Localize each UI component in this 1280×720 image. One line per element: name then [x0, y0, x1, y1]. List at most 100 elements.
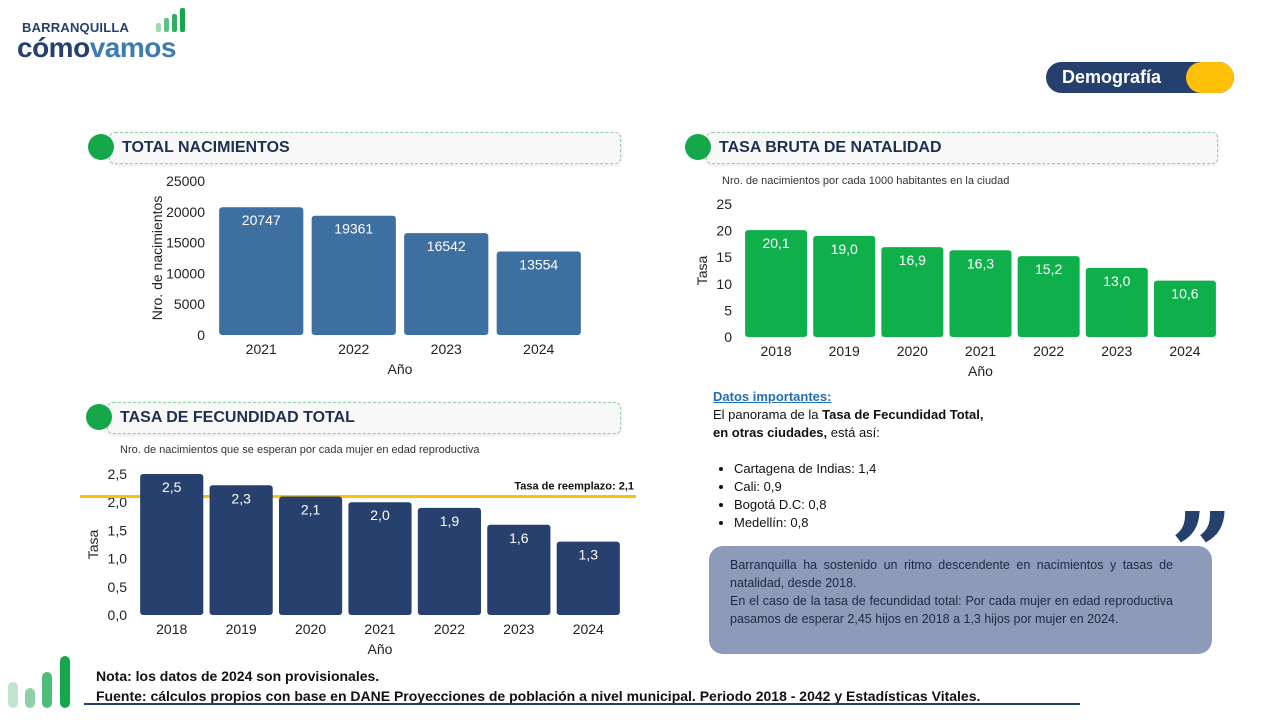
natalidad-note: Nro. de nacimientos por cada 1000 habita… [722, 175, 1010, 187]
badge-accent [1186, 62, 1234, 93]
data-label: 19,0 [831, 241, 858, 257]
x-tick-label: 2019 [226, 621, 257, 637]
x-tick-label: 2019 [829, 343, 860, 359]
data-label: 1,3 [579, 547, 599, 563]
important-intro: El panorama de la Tasa de Fecundidad Tot… [713, 406, 1033, 442]
x-tick-label: 2024 [573, 621, 604, 637]
y-tick-label: 1,5 [108, 522, 128, 538]
section-badge: Demografía [1046, 62, 1234, 93]
x-tick-label: 2018 [156, 621, 187, 637]
bar [1085, 267, 1148, 337]
data-label: 13,0 [1103, 273, 1130, 289]
data-label: 2,0 [370, 507, 390, 523]
section-header-fecundidad: TASA DE FECUNDIDAD TOTAL [86, 402, 621, 434]
chart-total-nacimientos: 0 5000 10000 15000 20000 25000 20747 2021 19361 2… [149, 173, 581, 377]
bar [209, 485, 273, 615]
x-tick-label: 2023 [1101, 343, 1132, 359]
fecundidad-note: Nro. de nacimientos que se esperan por c… [120, 444, 480, 456]
section-title: TASA DE FECUNDIDAD TOTAL [120, 409, 355, 426]
footer-divider [84, 703, 1080, 705]
x-axis-label: Año [388, 361, 413, 377]
logo-wordmark: cómovamos [17, 30, 176, 66]
data-label: 16,3 [967, 255, 994, 271]
section-header-nacimientos: TOTAL NACIMIENTOS [88, 132, 621, 164]
footer-note: Nota: los datos de 2024 son provisionale… [96, 668, 380, 684]
y-tick-label: 10000 [166, 265, 205, 281]
section-title: TOTAL NACIMIENTOS [122, 139, 290, 156]
bar [219, 207, 304, 335]
bar [417, 507, 482, 615]
y-tick-label: 0 [724, 329, 732, 345]
logo-word-a: cómo [17, 32, 90, 63]
list-item: Bogotá D.C: 0,8 [734, 496, 876, 514]
y-tick-label: 15000 [166, 235, 205, 251]
footer-bars-icon [6, 652, 76, 708]
cities-list: Cartagena de Indias: 1,4 Cali: 0,9 Bogot… [720, 460, 876, 532]
intro-part-a: El panorama de la [713, 407, 823, 422]
x-tick-label: 2024 [1169, 343, 1200, 359]
logo-bars-icon [156, 8, 188, 32]
y-tick-label: 5 [724, 302, 732, 318]
bar [348, 502, 412, 615]
x-axis-label: Año [368, 641, 393, 657]
y-axis-label: Tasa [694, 256, 710, 286]
bar [140, 474, 204, 615]
data-label: 2,3 [231, 490, 251, 506]
bar [949, 250, 1012, 337]
logo-top-text: BARRANQUILLA [22, 20, 130, 35]
list-item: Medellín: 0,8 [734, 514, 876, 532]
logo-word-b: vamos [89, 32, 177, 63]
footer-source: Fuente: cálculos propios con base en DAN… [96, 688, 981, 704]
y-axis-label: Tasa [85, 530, 101, 560]
y-tick-label: 2,5 [108, 466, 128, 482]
data-label: 19361 [334, 221, 373, 237]
x-tick-label: 2022 [434, 621, 465, 637]
chart-tasa-natalidad: 0 5 10 15 20 25 20,1 2018 19,0 2019 16,9 2020 16,3 20… [694, 196, 1216, 379]
y-tick-label: 1,0 [108, 551, 128, 567]
data-label: 16542 [427, 238, 466, 254]
y-tick-label: 2,0 [108, 494, 128, 510]
intro-part-b: Tasa de Fecundidad Total, [822, 407, 984, 422]
y-tick-label: 15 [716, 249, 732, 265]
bar [278, 496, 343, 615]
x-tick-label: 2022 [1033, 343, 1064, 359]
bar [813, 235, 876, 337]
x-tick-label: 2021 [246, 341, 277, 357]
reference-line-label: Tasa de reemplazo: 2,1 [514, 481, 634, 493]
bar [1017, 256, 1080, 337]
chart-tasa-fecundidad: 0,0 0,5 1,0 1,5 2,0 2,5 2,5 2018 2,3 2019 2,1 2020 2… [80, 466, 636, 657]
data-label: 1,9 [440, 513, 460, 529]
data-label: 13554 [519, 257, 558, 273]
data-label: 2,1 [301, 502, 321, 518]
data-label: 20,1 [762, 235, 789, 251]
x-tick-label: 2022 [338, 341, 369, 357]
bar [745, 230, 808, 337]
x-axis-label: Año [968, 363, 993, 379]
x-tick-label: 2023 [503, 621, 534, 637]
y-tick-label: 0 [197, 327, 205, 343]
intro-part-c: en otras ciudades, [713, 425, 828, 440]
data-label: 20747 [242, 212, 281, 228]
bullet-dot-icon [88, 134, 114, 160]
y-tick-label: 5000 [174, 296, 205, 312]
bar [311, 215, 396, 335]
bullet-dot-icon [685, 134, 711, 160]
x-tick-label: 2020 [897, 343, 928, 359]
y-axis-label: Nro. de nacimientos [149, 196, 165, 321]
list-item: Cali: 0,9 [734, 478, 876, 496]
y-tick-label: 0,5 [108, 579, 128, 595]
x-tick-label: 2021 [364, 621, 395, 637]
x-tick-label: 2023 [431, 341, 462, 357]
quote-text: Barranquilla ha sostenido un ritmo desce… [730, 556, 1173, 628]
bar [1153, 280, 1216, 337]
x-tick-label: 2020 [295, 621, 326, 637]
section-title: TASA BRUTA DE NATALIDAD [719, 139, 942, 156]
x-tick-label: 2024 [523, 341, 554, 357]
bar [404, 233, 489, 335]
x-tick-label: 2021 [965, 343, 996, 359]
y-tick-label: 20 [716, 223, 732, 239]
quote-box: Barranquilla ha sostenido un ritmo desce… [709, 546, 1212, 654]
y-tick-label: 0,0 [108, 607, 128, 623]
important-title: Datos importantes: [713, 389, 832, 404]
bar [556, 541, 620, 615]
